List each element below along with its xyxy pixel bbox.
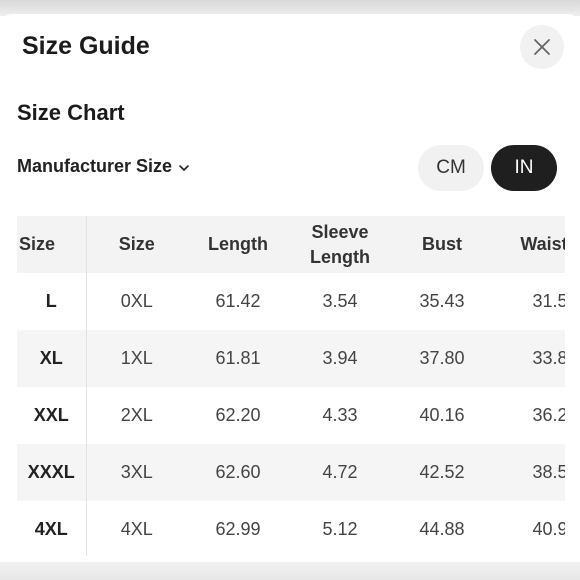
header-sleeve-line2: Length <box>310 246 370 267</box>
cell-waist-size: 33.86 <box>493 330 565 387</box>
cell-waist-size: 40.94 <box>532 519 565 539</box>
cell-waist-size: 31.50 <box>532 291 565 311</box>
unit-cm-button[interactable]: CM <box>418 145 484 191</box>
size-table: Size Size Length Sleeve Length Bust Wais… <box>17 216 565 556</box>
row-size-label: L <box>17 273 87 330</box>
header-waist-size: Waist Si <box>493 216 565 273</box>
size-type-dropdown[interactable]: Manufacturer Size <box>17 156 190 177</box>
background-page-strip-bottom <box>0 562 580 580</box>
cell-length: 62.60 <box>187 444 289 501</box>
row-size-label: XL <box>17 330 87 387</box>
size-table-scroll[interactable]: Size Size Length Sleeve Length Bust Wais… <box>17 216 565 556</box>
cell-size: 4XL <box>120 519 153 539</box>
row-size-label: XXXL <box>17 444 87 501</box>
close-button[interactable] <box>520 25 564 69</box>
background-page-strip <box>0 0 580 16</box>
header-sleeve-length: Sleeve Length <box>289 216 391 273</box>
cell-bust: 37.80 <box>391 330 493 387</box>
cell-size: 1XL <box>86 330 187 387</box>
row-size-label: XXL <box>17 387 87 444</box>
cell-size: 3XL <box>86 444 187 501</box>
table-row: XXXL 3XL 62.60 4.72 42.52 38.58 <box>17 444 565 501</box>
cell-bust: 35.43 <box>419 291 465 311</box>
table-row: L 0XL 61.42 3.54 35.43 31.50 <box>17 273 565 330</box>
cell-bust: 44.88 <box>419 519 465 539</box>
size-chart-heading: Size Chart <box>17 100 125 125</box>
close-icon <box>534 39 550 55</box>
cell-waist-size: 36.22 <box>532 405 565 425</box>
cell-sleeve-length: 4.33 <box>322 405 358 425</box>
table-row: 4XL 4XL 62.99 5.12 44.88 40.94 <box>17 501 565 556</box>
cell-length: 61.42 <box>215 291 261 311</box>
cell-length: 62.20 <box>215 405 261 425</box>
header-length: Length <box>187 216 289 273</box>
cell-sleeve-length: 4.72 <box>289 444 391 501</box>
header-bust: Bust <box>391 216 493 273</box>
cell-size: 2XL <box>120 405 153 425</box>
header-sleeve-line1: Sleeve <box>311 221 369 242</box>
cell-bust: 40.16 <box>419 405 465 425</box>
chevron-down-icon <box>179 165 189 171</box>
row-size-label: 4XL <box>17 501 87 556</box>
size-type-label: Manufacturer Size <box>17 156 173 176</box>
cell-sleeve-length: 3.54 <box>322 291 358 311</box>
unit-in-button[interactable]: IN <box>491 145 557 191</box>
header-size-label: Size <box>17 216 87 273</box>
header-size: Size <box>86 216 187 273</box>
cell-sleeve-length: 5.12 <box>322 519 358 539</box>
cell-length: 61.81 <box>187 330 289 387</box>
cell-waist-size: 38.58 <box>493 444 565 501</box>
cell-bust: 42.52 <box>391 444 493 501</box>
size-guide-dialog: Size Guide Size Chart Manufacturer Size … <box>0 14 580 580</box>
table-row: XXL 2XL 62.20 4.33 40.16 36.22 <box>17 387 565 444</box>
table-header-row: Size Size Length Sleeve Length Bust Wais… <box>17 216 565 273</box>
table-row: XL 1XL 61.81 3.94 37.80 33.86 <box>17 330 565 387</box>
dialog-title: Size Guide <box>22 32 150 60</box>
cell-sleeve-length: 3.94 <box>289 330 391 387</box>
cell-length: 62.99 <box>215 519 261 539</box>
cell-size: 0XL <box>120 291 153 311</box>
